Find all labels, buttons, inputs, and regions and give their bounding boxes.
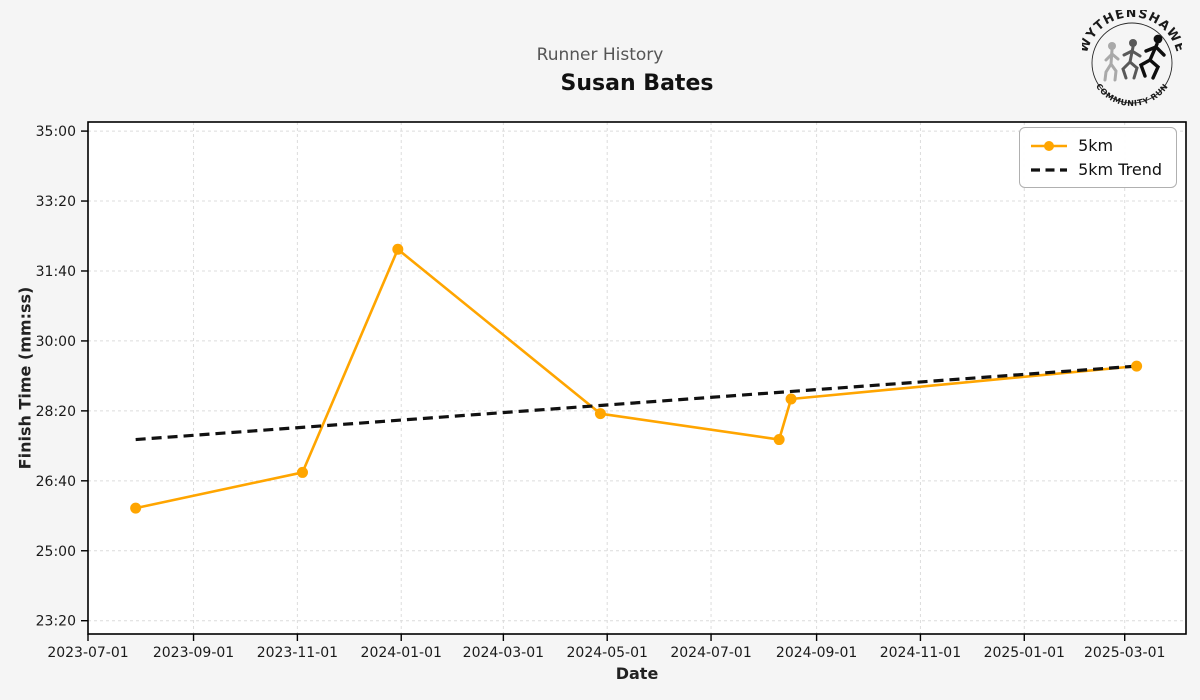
series-5km-trend-line	[135, 364, 1137, 442]
x-tick-label: 2025-03-01	[1084, 645, 1165, 661]
x-tick-label: 2025-01-01	[984, 645, 1065, 661]
logo-ring	[1091, 22, 1173, 104]
logo-runner-jogger-icon	[1121, 39, 1142, 80]
x-tick-label: 2024-07-01	[670, 645, 751, 661]
x-tick-label: 2024-11-01	[880, 645, 961, 661]
axes-spines	[87, 121, 1187, 635]
x-tick-label: 2024-03-01	[463, 645, 544, 661]
x-axis-label: Date	[615, 664, 659, 683]
y-axis-label: Finish Time (mm:ss)	[15, 286, 35, 470]
legend-item-5km: 5km	[1030, 136, 1162, 155]
logo-bottom-text: COMMUNITY RUN	[1094, 82, 1170, 108]
x-tick-label: 2023-11-01	[257, 645, 338, 661]
data-point-marker	[1131, 360, 1143, 372]
legend: 5km 5km Trend	[1019, 127, 1177, 188]
data-point-marker	[130, 502, 142, 514]
legend-sample-trend-dash-icon	[1031, 167, 1068, 172]
logo-runner-sprinter-icon	[1138, 34, 1166, 80]
x-tick-label: 2024-01-01	[361, 645, 442, 661]
legend-item-5km-trend: 5km Trend	[1030, 160, 1162, 179]
data-point-marker	[785, 393, 797, 405]
data-point-marker	[594, 408, 606, 420]
y-tick-label: 31:40	[36, 264, 76, 280]
y-tick-label: 25:00	[36, 544, 76, 560]
legend-label-5km-trend: 5km Trend	[1078, 160, 1162, 179]
x-tick-label: 2023-09-01	[153, 645, 234, 661]
data-point-marker	[773, 434, 785, 446]
x-tick-label: 2023-07-01	[47, 645, 128, 661]
runner-name-title: Susan Bates	[560, 71, 714, 96]
y-tick-label: 35:00	[36, 124, 76, 140]
data-point-marker	[296, 466, 308, 478]
y-tick-label: 28:20	[36, 404, 76, 420]
legend-sample-5km-line-icon	[1031, 140, 1068, 151]
y-tick-label: 33:20	[36, 194, 76, 210]
data-point-marker	[392, 243, 404, 255]
y-tick-label: 30:00	[36, 334, 76, 350]
legend-label-5km: 5km	[1078, 136, 1114, 155]
x-tick-label: 2024-09-01	[776, 645, 857, 661]
x-tick-label: 2024-05-01	[567, 645, 648, 661]
logo-runner-walker-icon	[1103, 42, 1120, 82]
y-tick-label: 23:20	[36, 614, 76, 630]
y-tick-label: 26:40	[36, 474, 76, 490]
community-run-logo: WYTHENSHAWE COMMUNITY RUN	[1082, 10, 1182, 108]
chart-suptitle: Runner History	[536, 45, 664, 65]
